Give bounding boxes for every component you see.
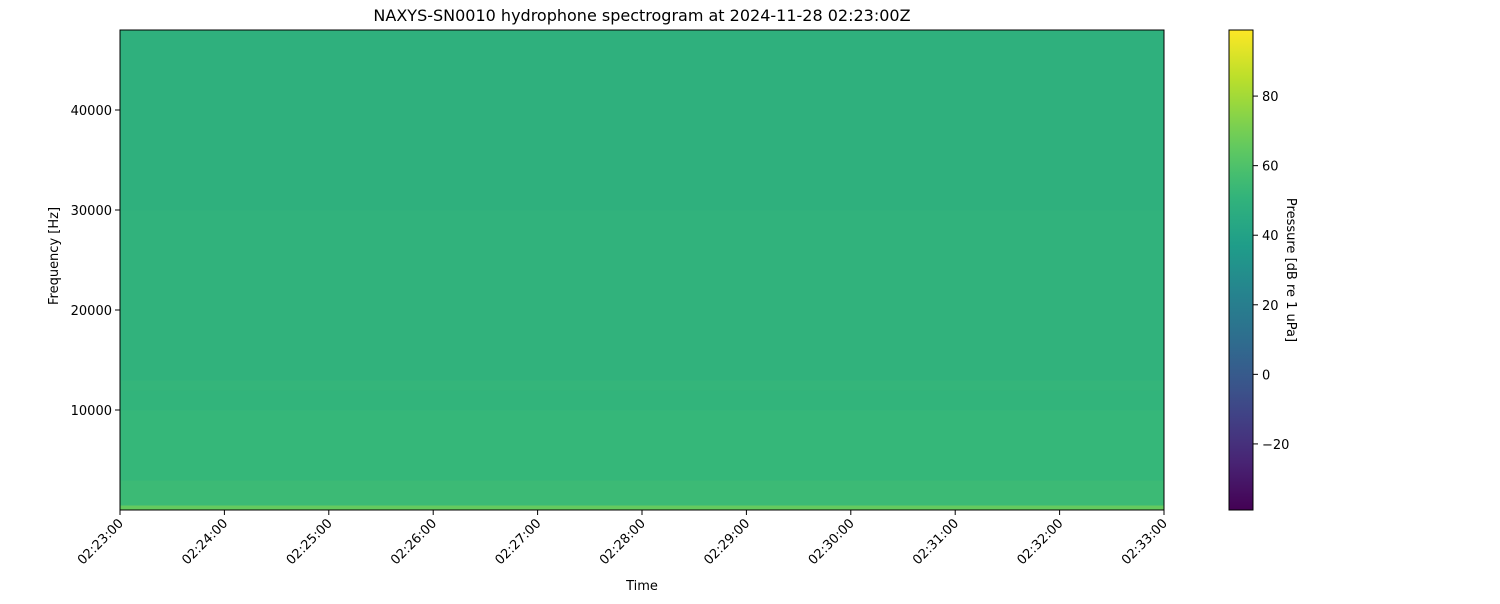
colorbar-tick-label: 0 (1262, 368, 1270, 383)
spectrogram-band (120, 380, 1164, 391)
x-tick-label: 02:30:00 (806, 516, 858, 568)
x-tick-label: 02:27:00 (493, 516, 545, 568)
x-tick-label: 02:33:00 (1119, 516, 1171, 568)
x-axis-label: Time (625, 579, 658, 594)
x-tick-label: 02:29:00 (701, 516, 753, 568)
chart-title: NAXYS-SN0010 hydrophone spectrogram at 2… (373, 6, 910, 25)
x-tick-label: 02:24:00 (179, 516, 231, 568)
colorbar-tick-label: 40 (1262, 229, 1279, 244)
colorbar-tick-label: 20 (1262, 299, 1279, 314)
spectrogram-band (120, 505, 1164, 511)
x-tick-label: 02:25:00 (284, 516, 336, 568)
colorbar-gradient (1228, 29, 1254, 511)
y-tick-label: 30000 (71, 204, 112, 219)
colorbar-tick-label: 80 (1262, 90, 1279, 105)
y-tick-label: 20000 (71, 304, 112, 319)
x-tick-label: 02:26:00 (388, 516, 440, 568)
colorbar-tick-label: 60 (1262, 160, 1279, 175)
colorbar-tick-label: −20 (1262, 438, 1289, 453)
colorbar-label: Pressure [dB re 1 uPa] (1283, 198, 1298, 342)
spectrogram-band (120, 390, 1164, 411)
x-axis: 02:23:00 02:24:00 02:25:00 02:26:00 02:27:00… (75, 510, 1171, 568)
x-tick-label: 02:28:00 (597, 516, 649, 568)
spectrogram-band (120, 30, 1164, 211)
y-axis-label: Frequency [Hz] (47, 207, 62, 305)
spectrogram-band (120, 480, 1164, 506)
y-axis: 10000 20000 30000 40000 (71, 104, 120, 419)
plot-area (119, 29, 1165, 511)
y-tick-label: 40000 (71, 104, 112, 119)
x-tick-label: 02:31:00 (910, 516, 962, 568)
x-tick-label: 02:32:00 (1015, 516, 1067, 568)
x-tick-label: 02:23:00 (75, 516, 127, 568)
colorbar: −20 0 20 40 60 80 (1228, 29, 1289, 511)
spectrogram-band (120, 410, 1164, 481)
y-tick-label: 10000 (71, 404, 112, 419)
spectrogram-band (120, 210, 1164, 381)
